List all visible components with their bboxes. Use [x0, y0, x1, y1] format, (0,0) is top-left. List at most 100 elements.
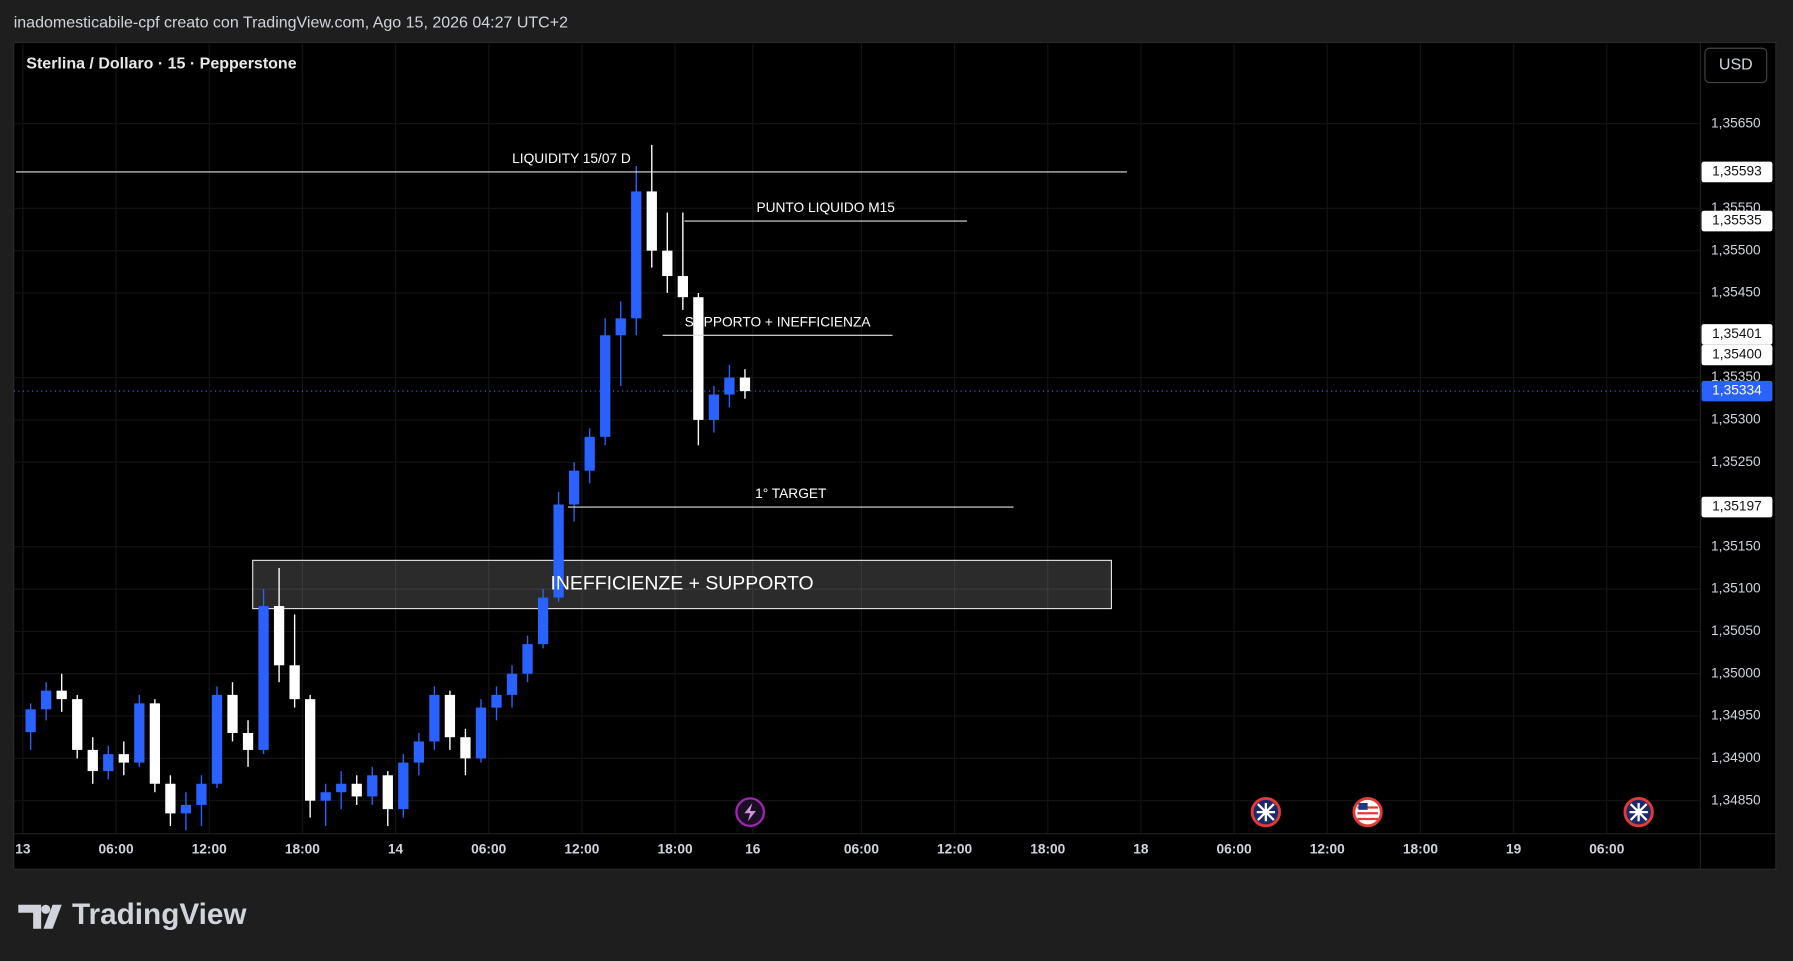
- candle-body: [320, 792, 331, 801]
- price-label-box: [1701, 344, 1773, 366]
- candle-body: [460, 737, 471, 759]
- y-tick-label: 1,34850: [1711, 792, 1761, 807]
- candle-body: [242, 732, 254, 750]
- candle-body: [41, 690, 52, 710]
- y-tick-label: 1,35300: [1711, 412, 1761, 427]
- price-label-box: [1701, 496, 1773, 518]
- candle-body: [87, 749, 98, 772]
- y-tick-label: 1,35100: [1711, 581, 1761, 596]
- x-tick-label: 12:00: [564, 841, 599, 856]
- candle-body: [646, 191, 657, 251]
- candle-body: [25, 709, 36, 733]
- candle-body: [708, 394, 720, 420]
- x-tick-label: 13: [15, 841, 31, 856]
- x-tick-label: 14: [388, 841, 404, 856]
- y-tick-label: 1,35650: [1711, 115, 1761, 130]
- candle-body: [506, 673, 518, 695]
- price-label: 1,35400: [1712, 347, 1762, 362]
- annotation-box-text: INEFFICIENZE + SUPPORTO: [550, 573, 813, 595]
- currency-button[interactable]: [1704, 47, 1768, 84]
- candle-body: [631, 191, 642, 319]
- x-tick-label: 18:00: [658, 841, 693, 856]
- price-label-box: [1701, 210, 1773, 232]
- x-tick-label: 06:00: [1217, 841, 1252, 856]
- candle-body: [522, 644, 533, 674]
- candle-body: [273, 606, 285, 666]
- candle-body: [444, 694, 456, 738]
- candle-body: [413, 741, 424, 763]
- candle-body: [724, 377, 735, 395]
- chart-title: Sterlina / Dollaro · 15 · Pepperstone: [26, 55, 296, 72]
- price-label-box: [1701, 161, 1773, 183]
- candle-body: [662, 250, 673, 277]
- candle-body: [677, 276, 688, 298]
- logo-mark: [18, 904, 62, 929]
- x-tick-label: 16: [745, 841, 761, 856]
- candle-body: [568, 470, 580, 505]
- candle-body: [289, 665, 300, 700]
- candle-body: [429, 694, 440, 742]
- event-icon-glyph: [744, 802, 756, 822]
- candle-body: [305, 699, 316, 801]
- currency-label[interactable]: USD: [1719, 57, 1753, 74]
- candle-body: [553, 504, 564, 598]
- x-tick-label: 18:00: [285, 841, 320, 856]
- price-label: 1,35401: [1712, 326, 1762, 341]
- annotation-box: [252, 559, 1113, 610]
- x-tick-label: 06:00: [1589, 841, 1624, 856]
- x-tick-label: 18:00: [1403, 841, 1438, 856]
- candle-body: [382, 775, 393, 810]
- candle-body: [537, 597, 549, 645]
- candle-body: [258, 606, 269, 750]
- candle-body: [351, 783, 362, 797]
- y-tick-label: 1,35250: [1711, 454, 1761, 469]
- x-tick-label: 06:00: [471, 841, 506, 856]
- x-tick-label: 12:00: [1310, 841, 1345, 856]
- y-tick-label: 1,34950: [1711, 708, 1761, 723]
- candle-body: [398, 762, 409, 810]
- candle-body: [211, 694, 223, 784]
- y-tick-label: 1,35450: [1711, 285, 1761, 300]
- candle-body: [165, 783, 176, 814]
- chart-layer: 1,356501,355501,355001,354501,353501,353…: [13, 42, 1773, 856]
- event-icon-glyph: [1629, 802, 1648, 822]
- annotation-text: LIQUIDITY 15/07 D: [512, 151, 631, 166]
- y-tick-label: 1,35000: [1711, 665, 1761, 680]
- y-tick-label: 1,35050: [1711, 623, 1761, 638]
- candle-body: [118, 754, 129, 763]
- candle-body: [491, 694, 502, 708]
- candle-body: [149, 703, 161, 784]
- x-tick-label: 19: [1506, 841, 1522, 856]
- price-label: 1,35535: [1712, 213, 1762, 228]
- candle-body: [693, 297, 704, 420]
- x-tick-label: 12:00: [937, 841, 972, 856]
- event-icon-glyph: [1256, 802, 1275, 822]
- candle-body: [475, 707, 487, 759]
- annotation-text: 1° TARGET: [755, 486, 827, 501]
- y-tick-label: 1,35150: [1711, 538, 1761, 553]
- x-tick-label: 18: [1133, 841, 1149, 856]
- candle-body: [103, 754, 114, 772]
- price-label-box: [1701, 380, 1773, 402]
- y-tick-label: 1,34900: [1711, 750, 1761, 765]
- logo-text: TradingView: [72, 898, 247, 931]
- x-tick-label: 18:00: [1030, 841, 1065, 856]
- x-tick-label: 06:00: [98, 841, 133, 856]
- candle-body: [227, 694, 238, 733]
- candle-body: [56, 690, 67, 700]
- header-text: inadomesticabile-cpf creato con TradingV…: [14, 14, 568, 31]
- candle-body: [584, 436, 595, 471]
- annotation-text: SUPPORTO + INEFFICIENZA: [685, 314, 872, 329]
- event-icon-glyph: [1358, 802, 1368, 810]
- candle-body: [180, 804, 192, 814]
- price-label-box: [1701, 324, 1773, 345]
- logo-mark: [41, 904, 51, 914]
- candle-body: [72, 699, 83, 750]
- y-tick-label: 1,35500: [1711, 242, 1761, 257]
- candle-body: [367, 775, 378, 797]
- candle-body: [739, 377, 751, 392]
- logo: TradingView: [18, 898, 247, 931]
- price-label: 1,35593: [1712, 164, 1762, 179]
- candle-body: [336, 783, 347, 793]
